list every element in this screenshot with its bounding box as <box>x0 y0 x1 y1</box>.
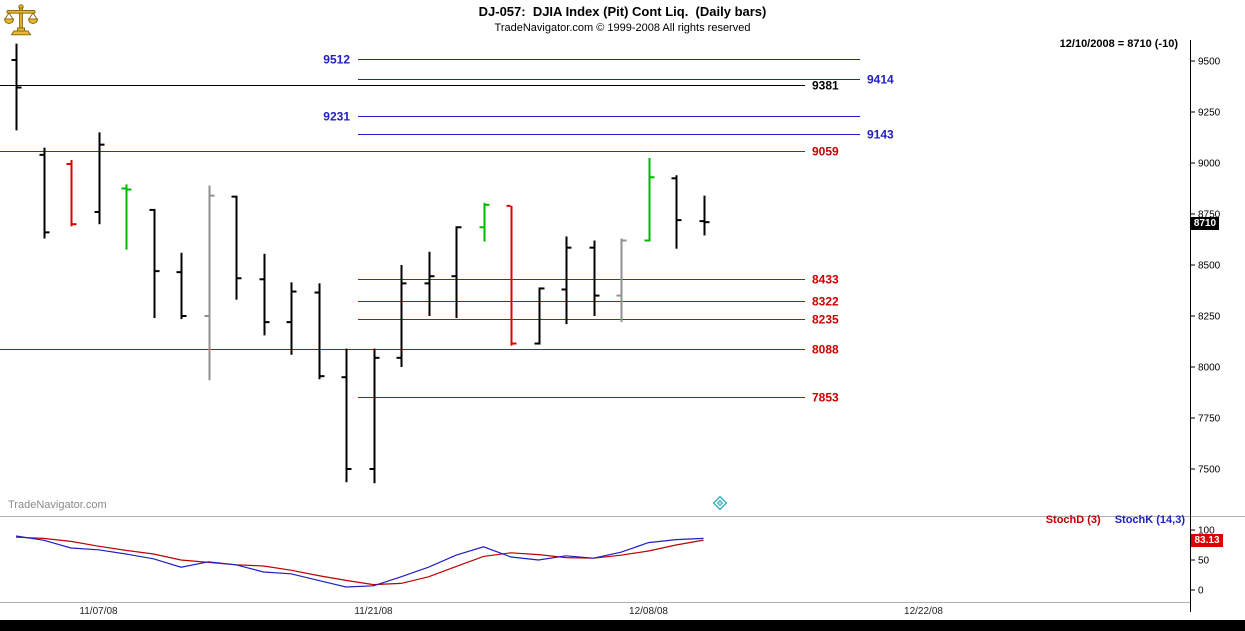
price-axis: 9500 9250 9000 8750 8500 8250 8000 7750 7500 <box>1190 57 1221 476</box>
ohlc-bar[interactable] <box>286 282 297 355</box>
ohlc-bar[interactable] <box>39 147 50 239</box>
ohlc-bar[interactable] <box>66 159 77 227</box>
level-label: 8088 <box>812 343 839 357</box>
stochd-label[interactable]: StochD (3) <box>1045 514 1101 526</box>
price-tick-label: 7750 <box>1198 414 1221 425</box>
price-tick-label: 9000 <box>1198 159 1221 170</box>
stoch-tick-label: 0 <box>1198 586 1204 597</box>
compass-ornament-icon <box>710 493 730 518</box>
ohlc-bar[interactable] <box>589 240 600 316</box>
price-tick-label: 9500 <box>1198 57 1221 68</box>
current-price-badge: 8710 <box>1191 217 1219 230</box>
level-label: 8433 <box>812 273 839 287</box>
ohlc-bar[interactable] <box>149 208 160 319</box>
level-label: 8322 <box>812 295 839 309</box>
ohlc-bar[interactable] <box>11 43 22 131</box>
ohlc-bar[interactable] <box>506 204 517 346</box>
level-label: 9414 <box>867 73 894 87</box>
level-label: 9231 <box>323 110 350 124</box>
price-tick-label: 8000 <box>1198 363 1221 374</box>
stochk-label[interactable]: StochK (14,3) <box>1114 514 1185 526</box>
ohlc-bar[interactable] <box>534 287 545 345</box>
ohlc-bar[interactable] <box>341 348 352 483</box>
stochastic-legend: StochD (3) StochK (14,3) <box>1046 514 1185 526</box>
ohlc-bar[interactable] <box>369 348 380 484</box>
bottom-border-bar <box>0 620 1245 631</box>
level-label: 8235 <box>812 313 839 327</box>
price-tick-label: 8500 <box>1198 261 1221 272</box>
ohlc-bar[interactable] <box>231 195 242 300</box>
support-resistance-lines[interactable]: 9512 9414 9381 9231 9143 9059 8433 8322 8235 8088… <box>0 53 894 405</box>
ohlc-bar[interactable] <box>176 252 187 320</box>
ohlc-bar[interactable] <box>644 157 655 242</box>
date-tick-label: 11/07/08 <box>79 606 118 617</box>
date-tick-label: 12/22/08 <box>904 606 943 617</box>
ohlc-bar[interactable] <box>616 238 627 323</box>
chart-title: DJ-057: DJIA Index (Pit) Cont Liq. (Dail… <box>478 4 767 19</box>
stochk-line <box>15 535 704 588</box>
level-label: 9143 <box>867 128 894 142</box>
stoch-tick-label: 100 <box>1198 526 1215 537</box>
ohlc-bar[interactable] <box>424 251 435 316</box>
price-tick-label: 9250 <box>1198 108 1221 119</box>
ohlc-bar[interactable] <box>94 132 105 225</box>
ohlc-bar[interactable] <box>479 202 490 242</box>
ohlc-bar[interactable] <box>204 185 215 381</box>
price-bars[interactable] <box>11 43 710 484</box>
stoch-tick-label: 50 <box>1198 556 1210 567</box>
level-label: 9059 <box>812 145 839 159</box>
price-tick-label: 8250 <box>1198 312 1221 323</box>
ohlc-bar[interactable] <box>121 184 132 250</box>
last-price-readout: 12/10/2008 = 8710 (-10) <box>1059 38 1178 50</box>
tradenavigator-logo-icon <box>2 3 40 42</box>
ohlc-bar[interactable] <box>396 265 407 367</box>
level-label: 7853 <box>812 391 839 405</box>
date-tick-label: 11/21/08 <box>354 606 393 617</box>
date-axis: 11/07/08 11/21/08 12/08/08 12/22/08 <box>79 606 943 617</box>
stochastic-panel: 100 50 0 <box>15 526 1215 597</box>
ohlc-bar[interactable] <box>699 195 710 236</box>
stochastic-value-badge: 83.13 <box>1191 534 1223 547</box>
ohlc-bar[interactable] <box>671 175 682 249</box>
copyright-line: TradeNavigator.com © 1999-2008 All right… <box>494 22 751 34</box>
tradenavigator-watermark: TradeNavigator.com <box>8 499 107 511</box>
ohlc-bar[interactable] <box>451 226 462 319</box>
stochd-line <box>15 536 704 586</box>
date-tick-label: 12/08/08 <box>629 606 668 617</box>
price-tick-label: 7500 <box>1198 465 1221 476</box>
level-label: 9512 <box>323 53 350 67</box>
price-tick-label: 8750 <box>1198 210 1221 221</box>
ohlc-bar[interactable] <box>314 283 325 380</box>
ohlc-bar[interactable] <box>259 253 270 336</box>
level-label: 9381 <box>812 79 839 93</box>
ohlc-bar[interactable] <box>561 236 572 325</box>
